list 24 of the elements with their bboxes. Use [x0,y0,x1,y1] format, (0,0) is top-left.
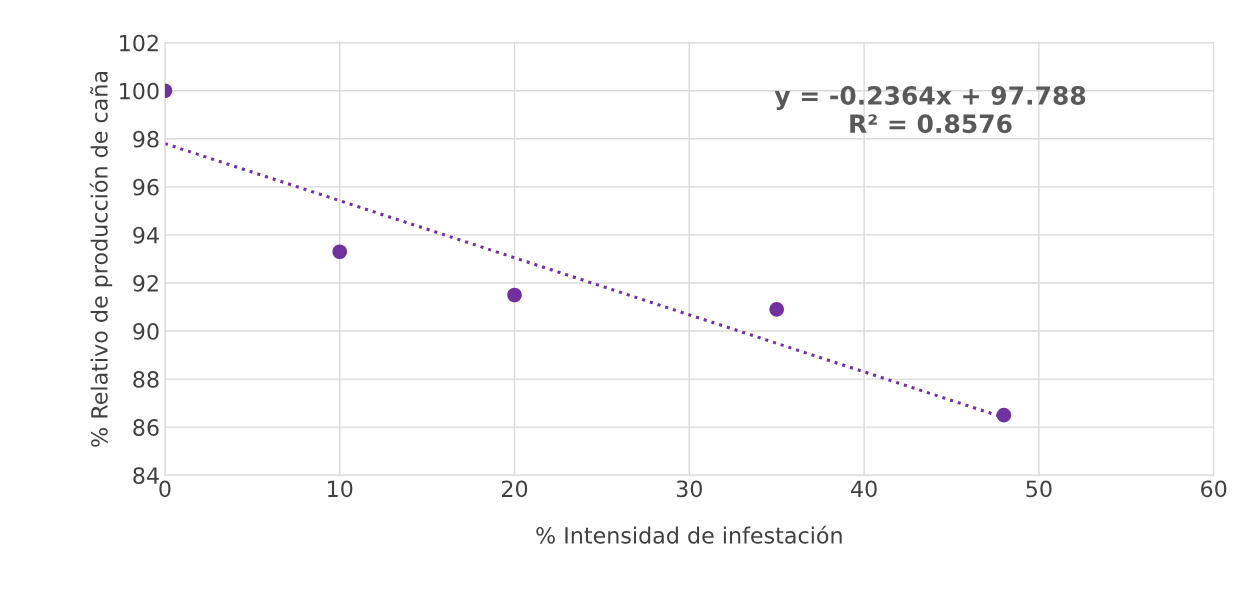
y-tick-label: 90 [133,322,159,340]
point [507,287,522,303]
x-tick-label: 60 [1201,480,1227,498]
y-tick-label: 86 [133,419,159,436]
x-tick-label: 30 [676,480,702,498]
point [332,244,347,260]
point [996,407,1012,423]
y-tick-label: 92 [133,274,158,292]
x-axis-title: % Intensidad de infestación [536,525,842,544]
x-tick-label: 20 [502,480,528,498]
x-tick-label: 40 [851,480,877,498]
y-tick-label: 88 [133,371,159,388]
x-tick-label: 50 [1026,480,1052,498]
y-tick-label: 84 [133,467,159,484]
annotation: y = -0.2364x + 97.788 R² = 0.8576 [774,86,1086,134]
x-tick-label: 10 [328,480,353,498]
y-tick-label: 98 [133,130,159,148]
y-tick-label: 102 [120,34,158,52]
y-tick-label: 96 [133,178,159,196]
point [769,302,784,317]
y-tick-label: 94 [133,226,159,244]
y-tick-label: 100 [120,82,159,100]
x-tick-label: 0 [159,480,171,498]
y-axis-title: % Relativo de producción de caña [89,72,113,447]
